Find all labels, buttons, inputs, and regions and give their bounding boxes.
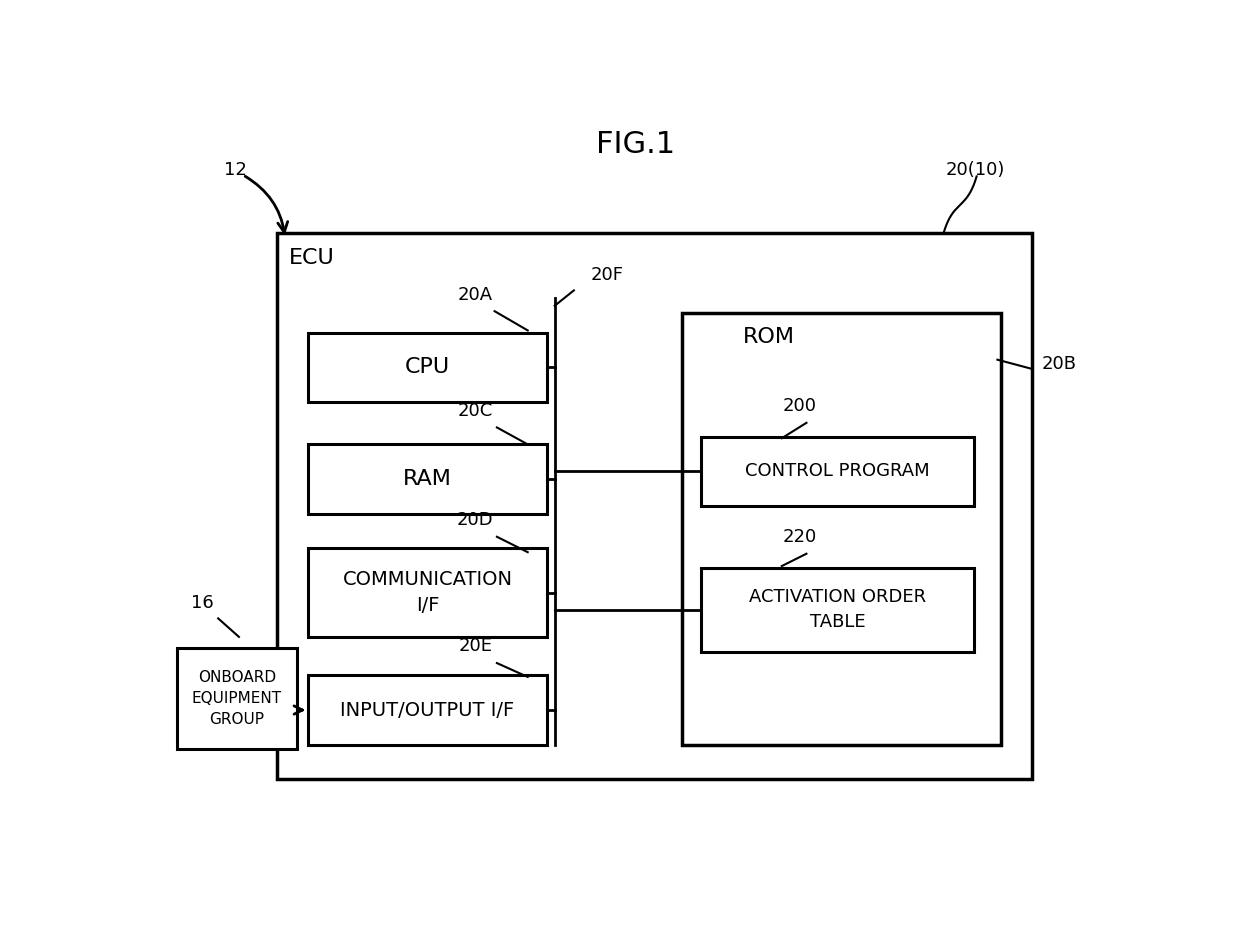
Text: ECU: ECU <box>289 248 335 268</box>
Text: 16: 16 <box>191 594 213 613</box>
Bar <box>309 445 547 514</box>
Text: CPU: CPU <box>405 358 450 378</box>
Bar <box>701 567 975 652</box>
Text: 20(10): 20(10) <box>946 161 1006 179</box>
Text: 20A: 20A <box>458 286 494 304</box>
Text: 20B: 20B <box>1042 355 1078 373</box>
Text: COMMUNICATION
I/F: COMMUNICATION I/F <box>342 570 512 615</box>
Text: ONBOARD
EQUIPMENT
GROUP: ONBOARD EQUIPMENT GROUP <box>192 670 281 727</box>
Text: ACTIVATION ORDER
TABLE: ACTIVATION ORDER TABLE <box>749 588 926 632</box>
Text: 20C: 20C <box>458 402 494 420</box>
Text: 220: 220 <box>782 528 816 546</box>
Bar <box>309 548 547 637</box>
Bar <box>682 313 1001 745</box>
Text: INPUT/OUTPUT I/F: INPUT/OUTPUT I/F <box>341 700 515 719</box>
Bar <box>278 232 1032 780</box>
Text: RAM: RAM <box>403 469 453 489</box>
Text: 20D: 20D <box>456 511 494 529</box>
Text: ROM: ROM <box>743 328 795 347</box>
Text: 20F: 20F <box>590 266 624 284</box>
Bar <box>309 332 547 402</box>
Bar <box>701 437 975 506</box>
Text: 12: 12 <box>223 161 247 179</box>
Text: FIG.1: FIG.1 <box>596 129 675 159</box>
Text: CONTROL PROGRAM: CONTROL PROGRAM <box>745 463 930 480</box>
Text: 200: 200 <box>782 397 816 415</box>
Bar <box>177 649 296 749</box>
Text: 20E: 20E <box>459 637 494 655</box>
Bar <box>309 675 547 745</box>
